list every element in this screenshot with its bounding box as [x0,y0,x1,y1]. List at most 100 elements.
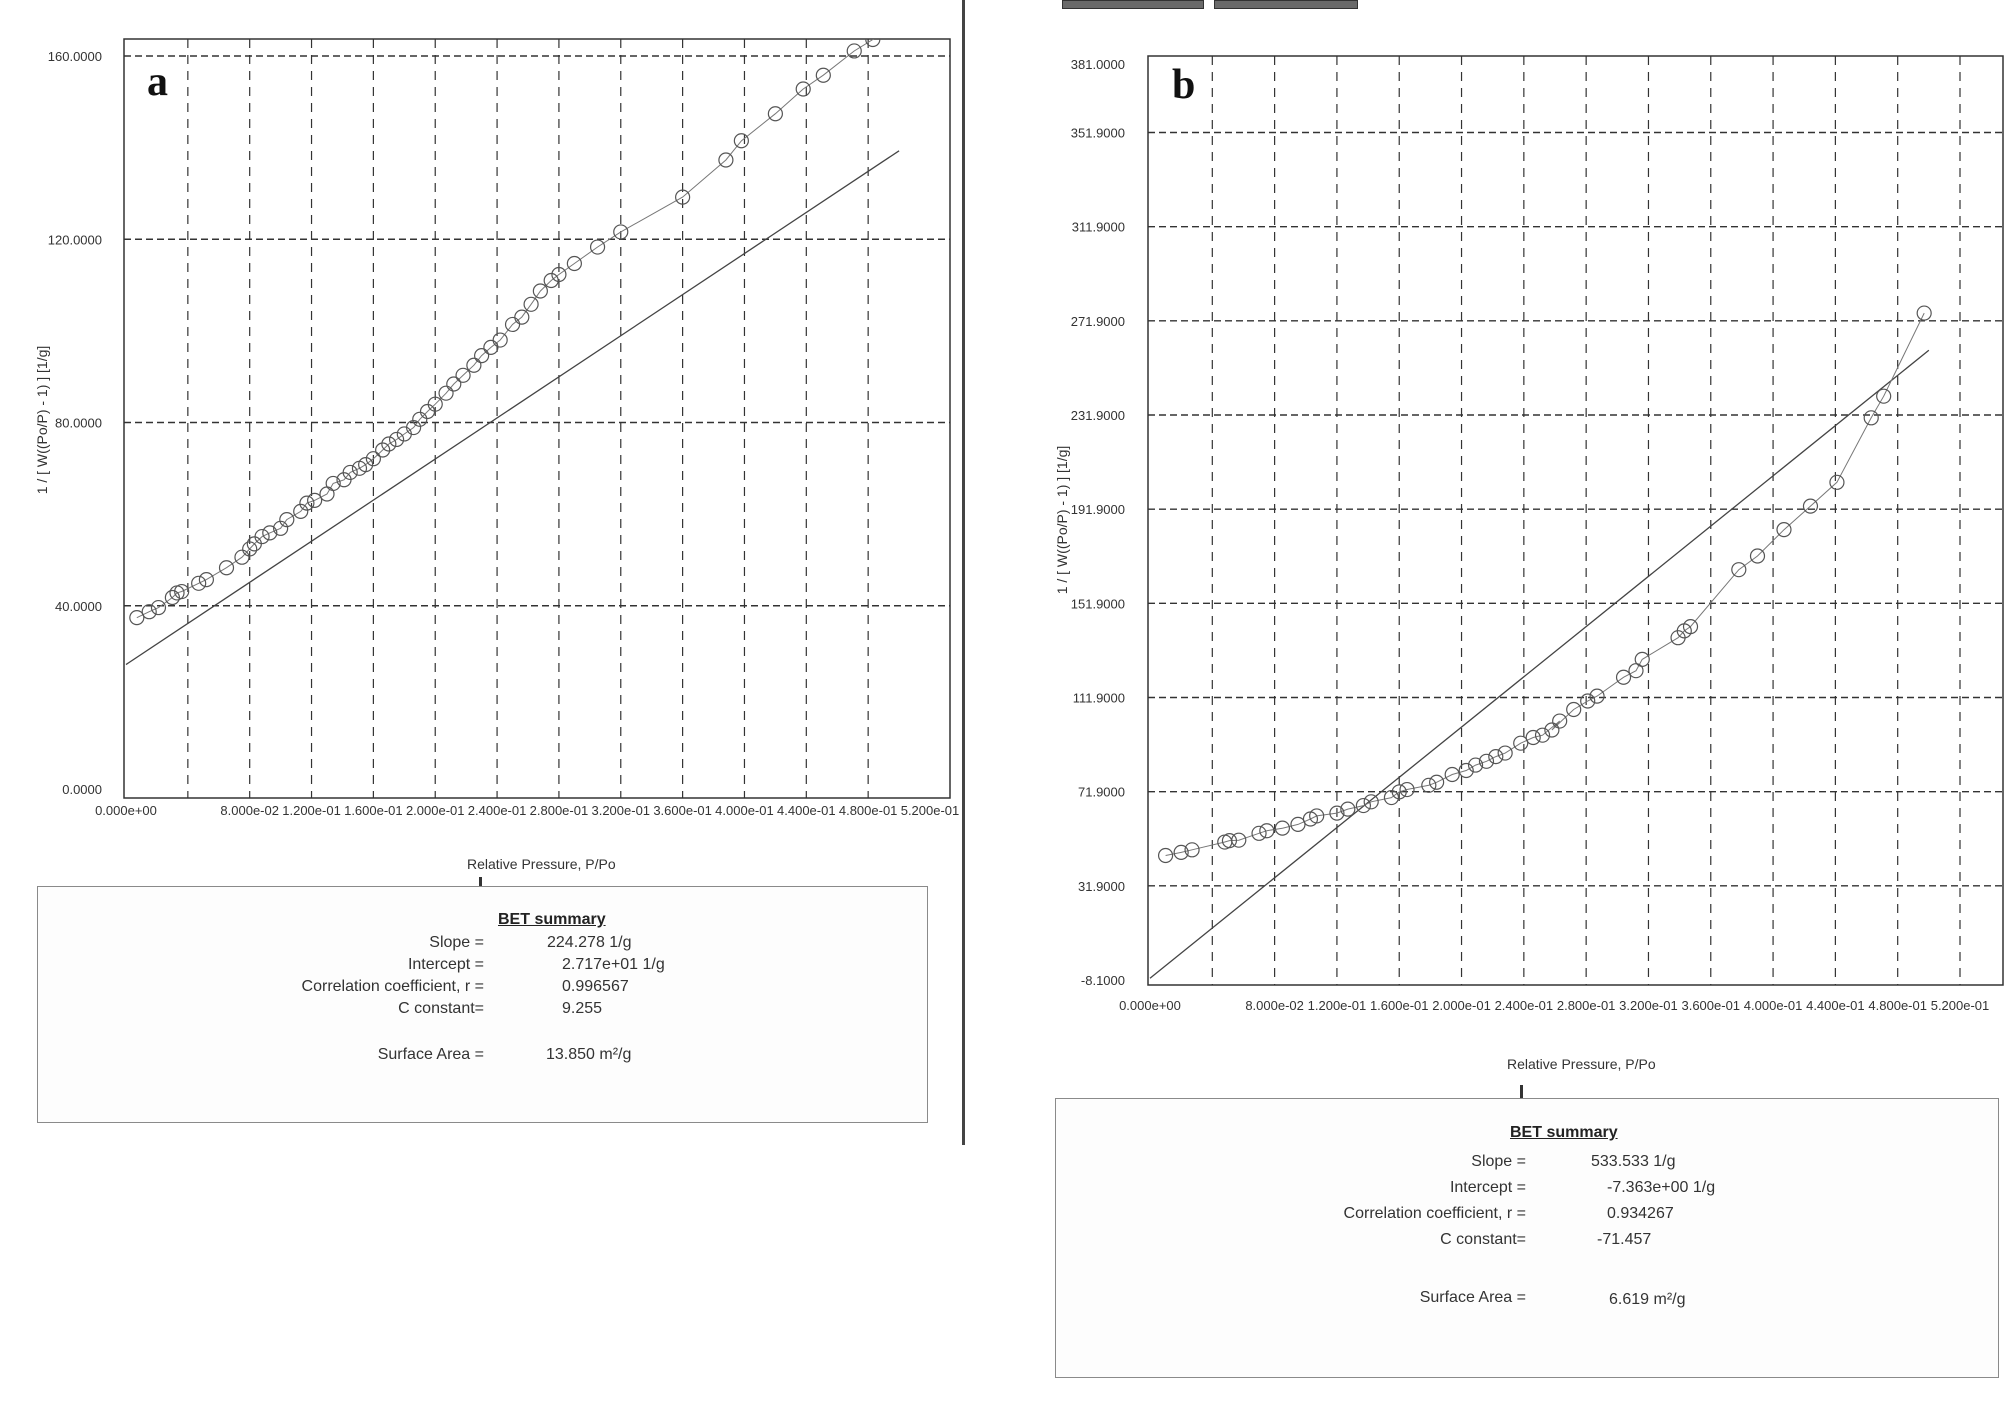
x-tick-label-b-0: 0.000e+00 [1119,998,1181,1013]
chart-panel-b: -8.1000 31.9000 71.9000 111.9000 151.9000 191… [1054,55,2004,1013]
surface-area-row-b: Surface Area = [1056,1287,1526,1309]
c-constant-value-a: 9.255 [562,1000,603,1017]
data-point-b-4 [1221,833,1238,849]
data-point-b-18 [1399,781,1415,798]
data-point-b-21 [1444,766,1460,783]
data-point-b-5 [1231,832,1247,848]
y-tick-label-b-3: 111.9000 [1073,691,1125,706]
slope-value-b: 533.533 1/g [1591,1153,1676,1170]
data-point-b-33 [1580,693,1596,709]
surface-area-value-b: 6.619 m²/g [1609,1291,1686,1308]
data-point-a-13 [262,525,278,541]
data-point-b-22 [1458,762,1474,779]
c-constant-label-a: C constant= [398,1000,484,1017]
data-point-a-0 [129,610,145,626]
x-tick-label-a-9: 4.000e-01 [715,803,774,818]
data-point-a-25 [365,451,381,467]
y-tick-label-b-7: 271.9000 [1071,314,1125,329]
x-axis-title-b: Relative Pressure, P/Po [1507,1056,1656,1072]
correlation-label-a: Correlation coefficient, r = [301,978,484,995]
data-point-b-29 [1534,727,1551,743]
data-point-a-57 [865,39,881,48]
c-constant-value-b: -71.457 [1597,1231,1652,1248]
data-point-a-10 [242,541,258,557]
x-tick-label-b-11: 4.800e-01 [1868,998,1927,1013]
data-point-a-36 [455,367,471,383]
correlation-label-b: Correlation coefficient, r = [1343,1205,1526,1222]
y-tick-label-a-0: 0.0000 [62,782,102,797]
intercept-value-b: -7.363e+00 1/g [1607,1179,1716,1196]
data-point-b-25 [1488,748,1504,765]
y-tick-label-a-1: 40.0000 [55,599,102,614]
y-tick-label-b-6: 231.9000 [1071,408,1125,423]
data-point-a-47 [566,255,582,272]
y-tick-label-a-3: 120.0000 [48,232,102,247]
data-point-b-1 [1173,844,1189,861]
data-point-b-16 [1383,789,1400,806]
x-tick-label-a-4: 2.000e-01 [406,803,465,818]
x-tick-label-b-5: 2.400e-01 [1495,998,1554,1013]
data-point-a-46 [551,266,567,283]
data-point-a-55 [815,67,831,83]
data-point-b-31 [1544,722,1560,738]
intercept-row-a: Intercept = [38,954,484,976]
data-point-b-30 [1552,713,1568,729]
bet-summary-title-a: BET summary [498,911,606,928]
x-axis-title-a: Relative Pressure, P/Po [467,856,616,872]
x-tick-label-b-2: 1.200e-01 [1308,998,1367,1013]
data-point-b-23 [1467,757,1484,773]
data-point-a-1 [141,604,157,620]
data-point-b-40 [1682,619,1699,635]
data-point-b-6 [1251,825,1267,841]
x-tick-label-a-10: 4.400e-01 [777,803,836,818]
slope-row-a: Slope = [38,932,484,954]
data-point-a-9 [234,549,250,565]
data-point-b-15 [1363,794,1379,810]
x-tick-label-b-1: 8.000e-02 [1245,998,1304,1013]
data-point-b-13 [1340,801,1356,817]
data-point-b-41 [1731,562,1747,578]
data-point-b-32 [1566,701,1582,718]
c-constant-row-a: C constant= [38,998,484,1020]
correlation-value-b: 0.934267 [1607,1205,1674,1222]
correlation-row-a: Correlation coefficient, r = [38,976,484,998]
data-point-a-18 [307,492,323,508]
data-point-a-16 [293,503,309,519]
y-tick-label-b-1: 31.9000 [1078,879,1125,894]
data-point-a-40 [492,332,508,348]
data-point-b-26 [1497,745,1513,761]
data-point-b-9 [1290,816,1306,832]
y-tick-label-b-4: 151.9000 [1071,596,1125,611]
data-point-a-45 [543,272,559,289]
data-point-a-12 [254,528,270,545]
y-tick-label-b-8: 311.9000 [1072,220,1125,235]
panel-label-b: b [1172,62,1195,108]
correlation-row-b: Correlation coefficient, r = [1056,1203,1526,1225]
intercept-value-a: 2.717e+01 1/g [562,956,665,973]
data-point-b-14 [1355,797,1372,814]
x-tick-label-a-12: 5.200e-01 [901,803,960,818]
summary-connector-b [1520,1085,1523,1107]
x-tick-label-b-6: 2.800e-01 [1557,998,1616,1013]
data-point-b-28 [1525,729,1541,746]
data-point-a-39 [483,339,499,355]
data-point-a-53 [767,106,783,122]
c-constant-row-b: C constant= [1056,1229,1526,1251]
data-point-a-2 [150,599,167,616]
top-tab-left [1062,0,1204,9]
panel-label-a: a [147,59,168,105]
chart-panel-a: 0.0000 40.0000 80.0000 120.0000 160.0000 0.00… [34,38,960,818]
bet-summary-box-b: BET summary Slope = 533.533 1/g Intercep… [1055,1098,1999,1378]
correlation-value-a: 0.996567 [562,978,629,995]
data-point-a-20 [325,475,341,492]
y-axis-title-b: 1 / [ W((Po/P) - 1) ] [1/g] [1054,446,1070,595]
x-tick-label-b-4: 2.000e-01 [1432,998,1491,1013]
x-tick-label-b-12: 5.200e-01 [1931,998,1990,1013]
intercept-label-a: Intercept = [407,956,484,973]
slope-label-a: Slope = [429,934,484,951]
data-point-a-7 [198,572,214,588]
x-tick-label-b-3: 1.600e-01 [1370,998,1429,1013]
slope-value-a: 224.278 1/g [547,934,632,951]
bet-summary-title-b: BET summary [1510,1124,1618,1141]
slope-label-b: Slope = [1471,1153,1526,1170]
